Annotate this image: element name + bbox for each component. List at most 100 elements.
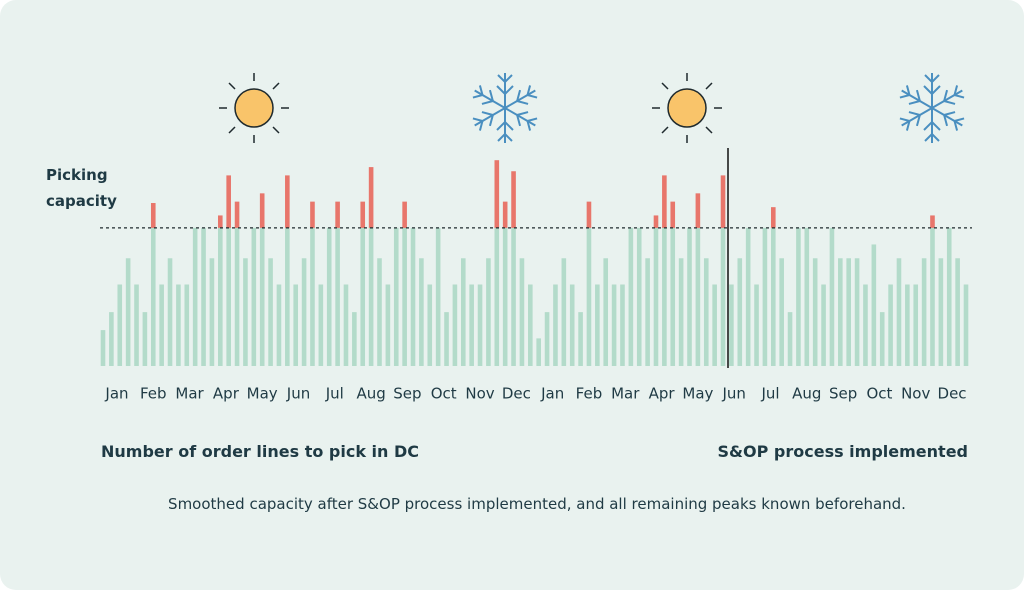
bar [729,284,734,366]
bar [829,227,835,366]
bar [754,284,759,366]
x-tick-label: Dec [502,385,531,403]
bar [770,207,776,228]
bar [703,258,709,366]
bar [854,258,860,366]
bar [863,284,868,366]
bar [745,227,751,366]
bar [218,215,223,228]
bar [678,258,684,366]
bar [310,227,315,366]
bar [511,171,516,228]
bar [117,284,123,366]
bar [150,227,156,366]
bar [946,227,952,366]
bar [804,227,810,366]
bar [435,227,441,366]
bar [150,203,156,228]
bar [636,227,642,366]
bar [502,201,508,228]
x-tick-label: Sep [829,385,857,403]
bar [611,284,617,366]
bar [419,258,424,366]
bar [276,284,282,366]
bar [402,227,407,366]
capacity-label: Picking capacity [46,166,117,210]
sun-icon [218,72,290,144]
bar [427,284,433,366]
bar [226,227,231,366]
bar [896,258,902,366]
bar [670,201,676,228]
x-tick-label: Mar [611,385,640,403]
bar [234,227,240,366]
bar [519,258,525,366]
bar [393,227,399,366]
snowflake-icon [471,73,540,143]
bar [561,258,567,366]
bar [871,244,877,366]
bar [653,227,659,366]
x-tick-label: Dec [938,385,967,403]
bar [243,258,248,366]
bar [821,284,826,366]
x-tick-label: May [682,385,713,403]
bar [720,227,726,366]
bar [268,258,273,366]
bar [846,258,851,366]
bar [963,284,969,366]
caption: Smoothed capacity after S&OP process imp… [168,495,906,513]
bar [159,284,164,366]
bar [796,227,801,366]
bar [377,258,382,366]
bar [293,284,299,366]
bar [645,258,650,366]
bar [368,227,374,366]
bar [184,284,190,366]
bar [234,201,240,228]
bar [620,284,625,366]
bar [218,227,223,366]
bar [670,227,676,366]
bar [134,284,139,366]
bar [460,258,466,366]
bar [938,258,944,366]
bar [879,312,885,366]
x-tick-label: Oct [866,385,892,403]
bar [762,227,768,366]
bar [125,258,131,366]
bar [553,284,558,366]
bar [695,193,701,228]
bar [477,284,483,366]
x-tick-label: Nov [465,385,494,403]
bar [285,227,290,366]
bar [913,284,919,366]
bar [595,284,600,366]
bar [259,227,265,366]
bar [930,215,935,228]
bar [469,284,474,366]
bar [209,258,215,366]
bar [905,284,910,366]
bar [335,227,340,366]
bar [720,175,726,228]
bar [888,284,893,366]
bar [930,227,935,366]
bar [653,215,659,228]
x-tick-label: Aug [792,385,821,403]
bar [167,258,173,366]
x-tick-label: May [247,385,278,403]
x-tick-label: Jan [540,385,564,403]
bar [352,312,357,366]
bar [586,227,592,366]
x-tick-label: Apr [213,385,240,403]
x-tick-label: Jul [325,385,344,403]
x-tick-label: Jun [286,385,310,403]
bar [687,227,692,366]
bar [494,160,500,228]
annotation-right: S&OP process implemented [717,442,968,461]
bar [511,227,516,366]
bar [838,258,843,366]
bar [251,227,257,366]
bar [326,227,332,366]
